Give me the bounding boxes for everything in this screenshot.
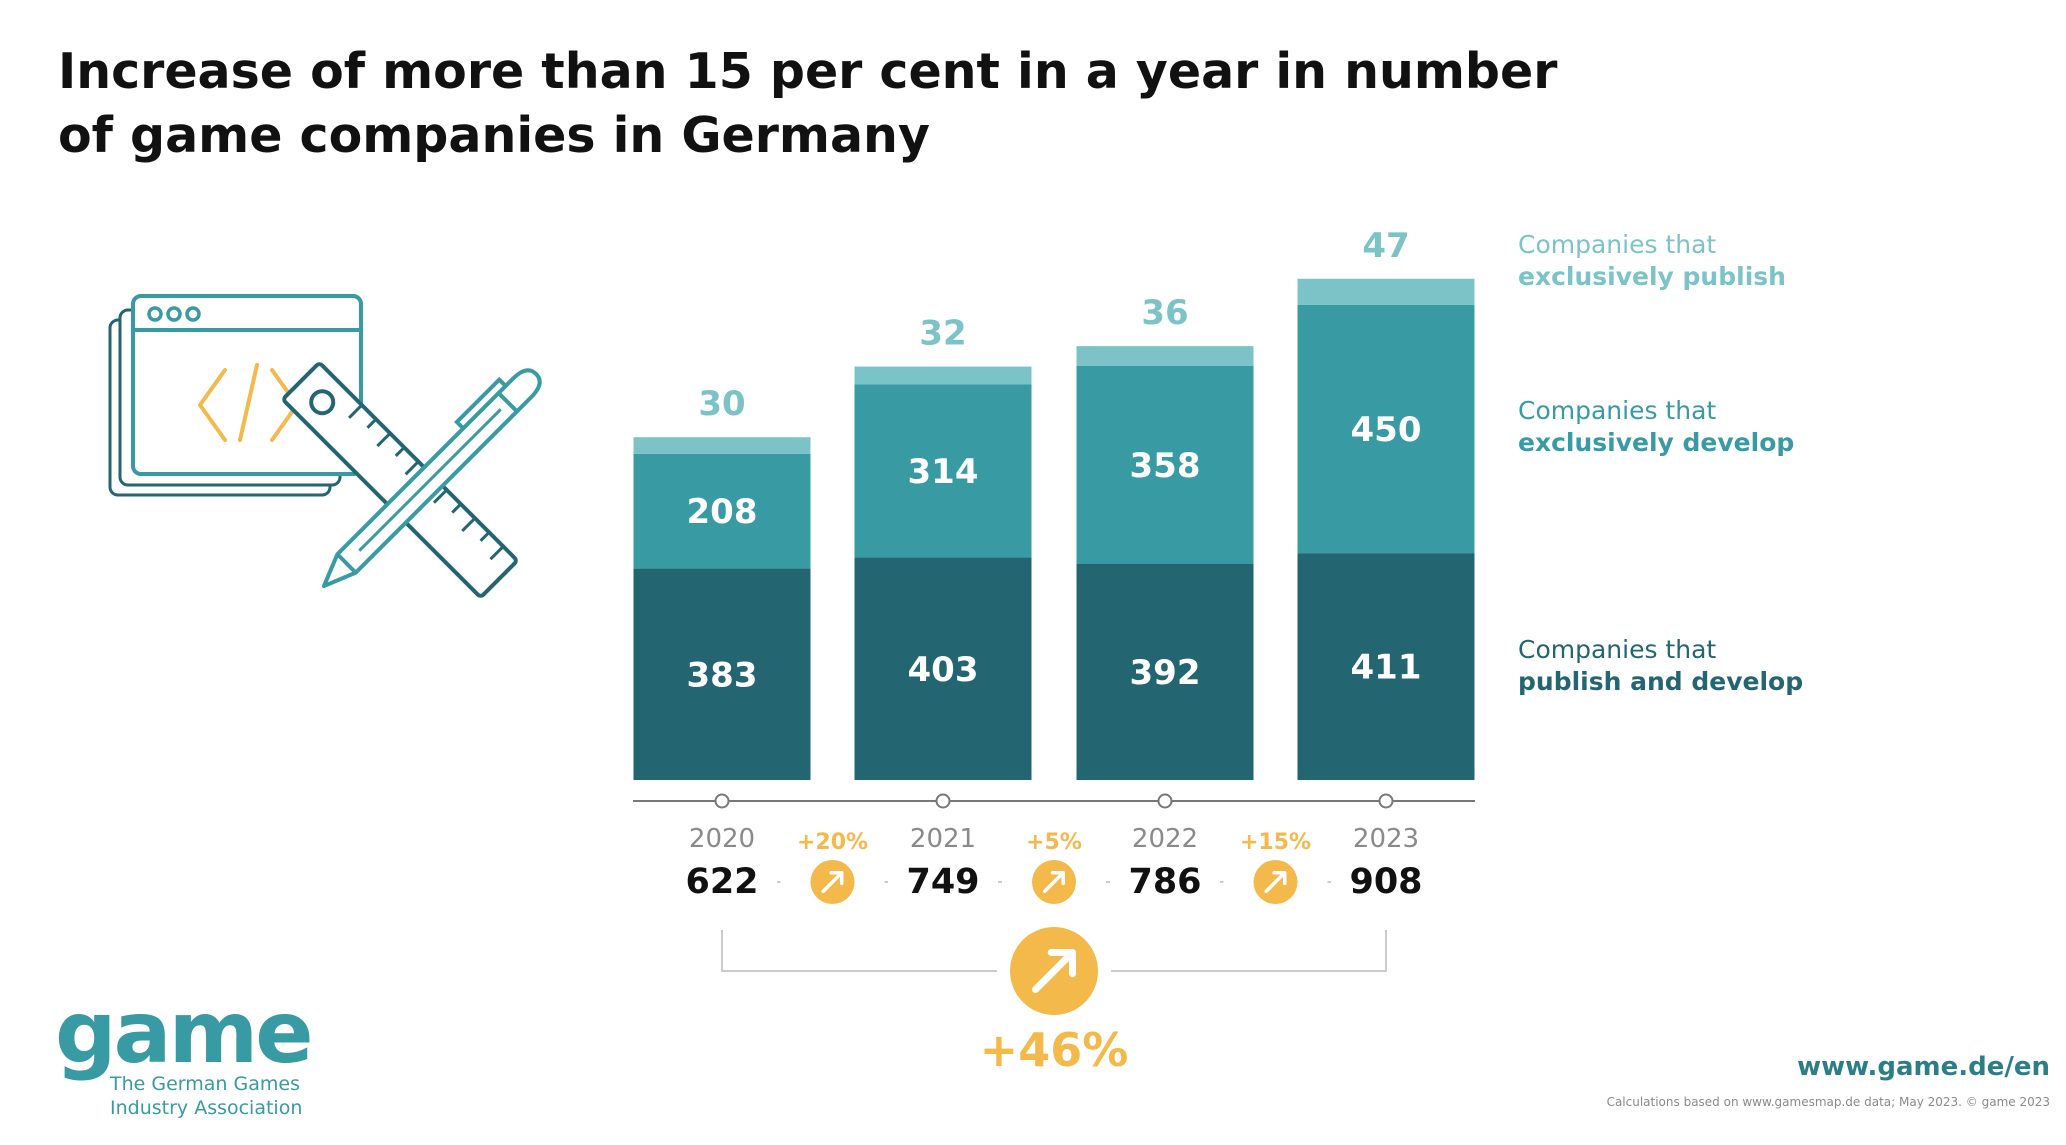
- growth-label: +5%: [1026, 830, 1082, 855]
- legend-label-line-1: Companies that: [1518, 635, 1717, 664]
- arrow-head: [829, 871, 844, 886]
- data-label: 383: [687, 655, 758, 695]
- overall-bracket: [1111, 930, 1387, 972]
- arrow-up-right-icon: [1032, 860, 1076, 904]
- arrow-shaft: [1032, 951, 1074, 993]
- data-label: 411: [1351, 648, 1422, 688]
- axis-tick: [935, 793, 951, 809]
- total-label: 622: [685, 862, 758, 902]
- arrow-shaft: [821, 872, 843, 893]
- axis-tick: [1157, 793, 1173, 809]
- source-note: Calculations based on www.gamesmap.de da…: [1606, 1095, 2050, 1109]
- data-label: 208: [687, 492, 758, 532]
- legend-label-line-2: exclusively develop: [1518, 428, 1795, 457]
- total-label: 786: [1128, 862, 1201, 902]
- x-tick-label: 2021: [910, 824, 976, 854]
- legend-item-both: Companies that publish and develop: [1518, 634, 1803, 698]
- data-label: 314: [908, 452, 979, 492]
- growth-label: +20%: [797, 830, 868, 855]
- bar-2020-series-0: [633, 568, 811, 780]
- brand-tagline-line-2: Industry Association: [110, 1097, 303, 1119]
- legend-item-develop-only: Companies that exclusively develop: [1518, 395, 1794, 459]
- brand-tagline-line-1: The German Games: [110, 1073, 300, 1095]
- overall-bracket: [721, 930, 997, 972]
- bar-2021-series-0: [854, 557, 1032, 780]
- legend-label-line-1: Companies that: [1518, 230, 1717, 259]
- total-label: 908: [1349, 862, 1422, 902]
- chart-title-line-2: of game companies in Germany: [58, 107, 930, 164]
- growth-label: +15%: [1240, 830, 1311, 855]
- data-label: 392: [1130, 653, 1201, 693]
- data-label: 403: [908, 650, 979, 690]
- data-label: 30: [698, 384, 745, 424]
- legend-label-line-2: exclusively publish: [1518, 262, 1786, 291]
- bar-2020-series-1: [633, 453, 811, 569]
- x-tick-label: 2023: [1353, 824, 1419, 854]
- bar-2020-series-2: [633, 437, 811, 454]
- legend-item-publish-only: Companies that exclusively publish: [1518, 229, 1786, 293]
- arrow-up-right-icon: [1010, 927, 1098, 1015]
- bar-2023-series-1: [1297, 304, 1475, 554]
- x-tick-label: 2020: [689, 824, 755, 854]
- axis-tick: [1378, 793, 1394, 809]
- bar-2021-series-1: [854, 384, 1032, 558]
- x-tick-label: 2022: [1132, 824, 1198, 854]
- bar-2022-series-1: [1076, 366, 1254, 564]
- website-link[interactable]: www.game.de/en: [1797, 1052, 2050, 1082]
- data-label: 47: [1362, 226, 1409, 266]
- data-label: 450: [1351, 410, 1422, 450]
- legend-label-line-2: publish and develop: [1518, 667, 1804, 696]
- bar-2023-series-2: [1297, 278, 1475, 305]
- bar-2023-series-0: [1297, 553, 1475, 780]
- overall-growth-label: +46%: [980, 1023, 1129, 1077]
- chart-title-line-1: Increase of more than 15 per cent in a y…: [58, 43, 1558, 100]
- data-label: 32: [919, 314, 966, 354]
- arrow-shaft: [1043, 872, 1064, 893]
- brand-tagline: The German Games Industry Association: [110, 1072, 302, 1120]
- arrow-up-right-icon: [1253, 860, 1298, 904]
- arrow-shaft: [1264, 872, 1286, 893]
- data-label: 358: [1130, 446, 1201, 486]
- data-label: 36: [1141, 293, 1188, 333]
- arrow-head: [1050, 871, 1065, 886]
- arrow-up-right-icon: [810, 860, 855, 904]
- chart-title: Increase of more than 15 per cent in a y…: [58, 40, 1558, 168]
- arrow-head: [1047, 949, 1076, 978]
- bar-2022-series-2: [1076, 346, 1254, 366]
- bar-2022-series-0: [1076, 563, 1254, 780]
- brand-logo: game: [55, 983, 314, 1083]
- code-window-pen-ruler-icon: [108, 294, 542, 598]
- arrow-head: [1272, 871, 1287, 886]
- axis-tick: [714, 793, 730, 809]
- total-label: 749: [906, 862, 979, 902]
- legend-label-line-1: Companies that: [1518, 396, 1717, 425]
- bar-2021-series-2: [854, 366, 1032, 385]
